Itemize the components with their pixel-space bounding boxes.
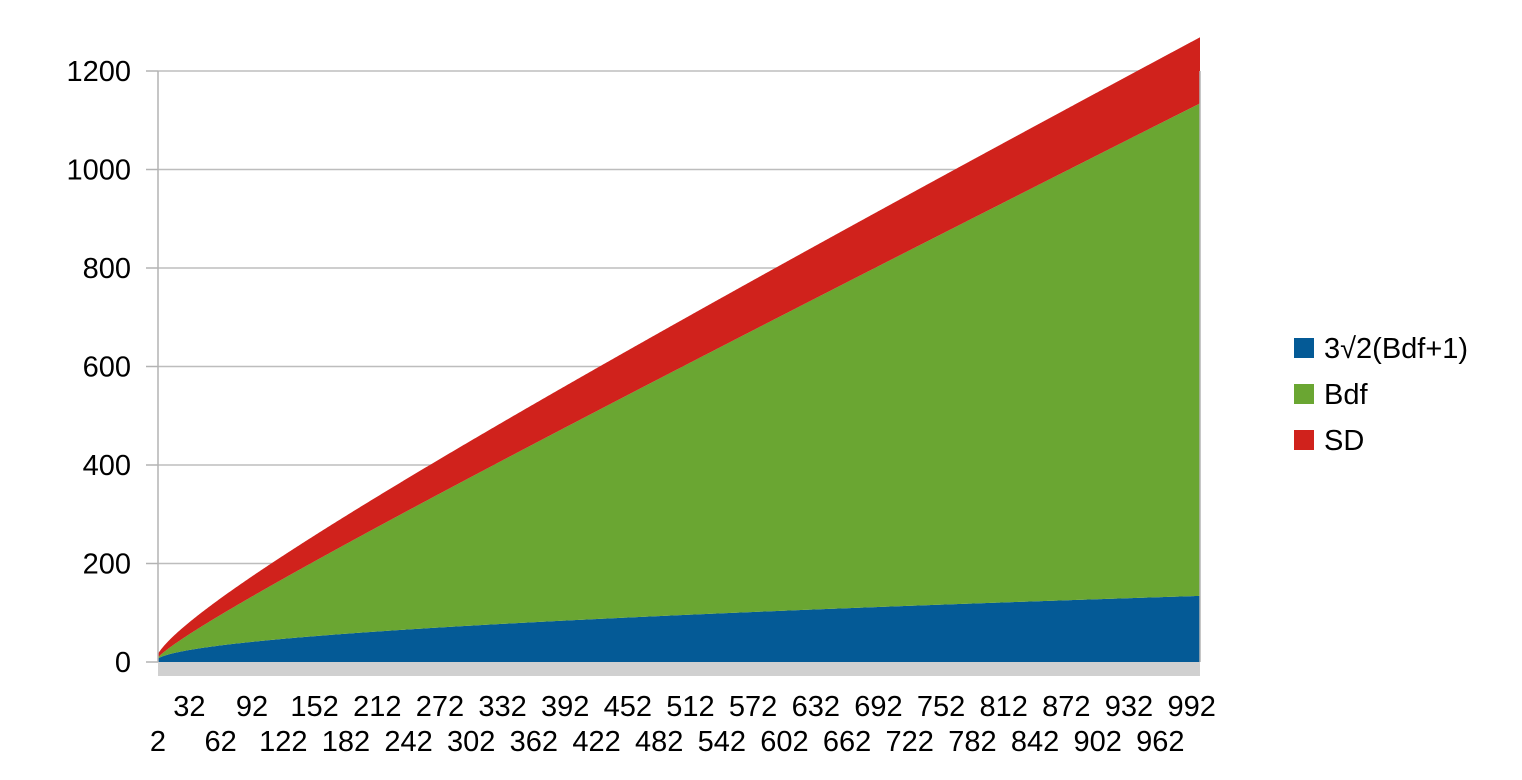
x-tick-label-872: 872 [1042, 691, 1090, 723]
y-tick-label-400: 400 [83, 450, 131, 482]
x-tick-label-512: 512 [666, 691, 714, 723]
x-tick-label-752: 752 [917, 691, 965, 723]
y-tick-label-1200: 1200 [66, 56, 131, 88]
legend-swatch-2 [1294, 384, 1314, 404]
x-tick-label-302: 302 [447, 726, 495, 758]
x-tick-label-542: 542 [698, 726, 746, 758]
x-tick-label-842: 842 [1011, 726, 1059, 758]
y-tick-label-0: 0 [115, 647, 131, 679]
legend-label-2: Bdf [1324, 379, 1368, 411]
x-tick-label-572: 572 [729, 691, 777, 723]
x-tick-label-782: 782 [948, 726, 996, 758]
x-tick-label-452: 452 [604, 691, 652, 723]
x-tick-label-122: 122 [259, 726, 307, 758]
x-tick-label-992: 992 [1167, 691, 1215, 723]
x-tick-label-482: 482 [635, 726, 683, 758]
x-tick-label-152: 152 [290, 691, 338, 723]
x-tick-label-422: 422 [572, 726, 620, 758]
x-axis-floor [158, 662, 1200, 676]
x-tick-label-962: 962 [1136, 726, 1184, 758]
x-tick-label-602: 602 [760, 726, 808, 758]
x-tick-label-242: 242 [384, 726, 432, 758]
area-series-1 [158, 595, 1200, 662]
x-tick-label-932: 932 [1105, 691, 1153, 723]
axes [146, 70, 1201, 676]
legend-swatch-1 [1294, 338, 1314, 358]
x-tick-label-2: 2 [150, 726, 166, 758]
legend-label-1: 3√2(Bdf+1) [1324, 333, 1468, 365]
x-tick-label-182: 182 [322, 726, 370, 758]
x-tick-label-32: 32 [173, 691, 205, 723]
y-tick-label-200: 200 [83, 549, 131, 581]
x-tick-label-332: 332 [478, 691, 526, 723]
area-series-3 [158, 37, 1200, 658]
y-tick-label-800: 800 [83, 253, 131, 285]
x-tick-label-902: 902 [1073, 726, 1121, 758]
y-axis-tick-labels: 0 200 400 600 800 1000 1200 [66, 56, 131, 679]
x-tick-label-272: 272 [416, 691, 464, 723]
x-tick-label-632: 632 [792, 691, 840, 723]
y-tick-label-600: 600 [83, 352, 131, 384]
legend-swatch-3 [1294, 430, 1314, 450]
x-axis-tick-labels: 2326292122152182212242272302332362392422… [150, 691, 1216, 758]
legend: 3√2(Bdf+1) Bdf SD [1294, 333, 1468, 457]
x-tick-label-812: 812 [980, 691, 1028, 723]
x-tick-label-92: 92 [236, 691, 268, 723]
x-tick-label-362: 362 [510, 726, 558, 758]
area-series-2 [158, 103, 1200, 659]
x-tick-label-662: 662 [823, 726, 871, 758]
plot-areas [158, 37, 1200, 662]
x-tick-label-722: 722 [886, 726, 934, 758]
legend-label-3: SD [1324, 425, 1364, 457]
x-tick-label-212: 212 [353, 691, 401, 723]
x-tick-label-692: 692 [854, 691, 902, 723]
x-tick-label-62: 62 [205, 726, 237, 758]
y-tick-label-1000: 1000 [66, 155, 131, 187]
x-tick-label-392: 392 [541, 691, 589, 723]
